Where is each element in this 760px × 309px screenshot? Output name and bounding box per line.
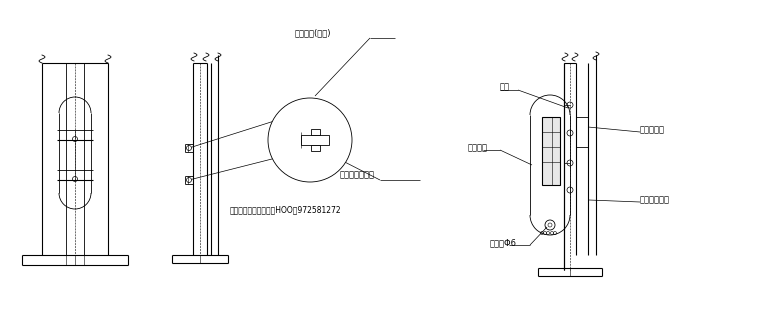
Circle shape [268,98,352,182]
Text: 活叶: 活叶 [500,83,510,91]
Bar [311,129,319,151]
Bar [576,117,588,147]
Text: 专用接地螺栓: 专用接地螺栓 [640,196,670,205]
Text: 圆头内三角虥丝: 圆头内三角虥丝 [340,171,375,180]
Text: 配电门盖(防水): 配电门盖(防水) [295,28,331,37]
Text: 中国市政工程电气装备HOO号972581272: 中国市政工程电气装备HOO号972581272 [230,205,342,214]
Bar [301,135,329,145]
Text: 门锁强Φ6: 门锁强Φ6 [490,239,517,248]
Text: 配电门盖: 配电门盖 [468,143,488,153]
Bar [542,117,560,185]
Text: 路灯接线盒: 路灯接线盒 [640,125,665,134]
